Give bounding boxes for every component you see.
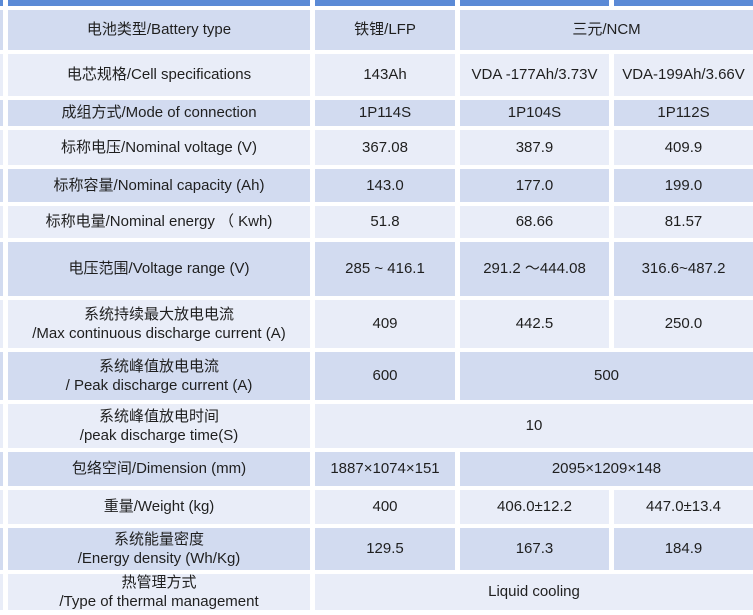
spec-value: 409 [315, 300, 455, 348]
spec-value: 81.57 [614, 206, 753, 238]
spec-value: 406.0±12.2 [460, 490, 609, 524]
spec-value: 1887×1074×151 [315, 452, 455, 486]
spec-label-peak-discharge-current: 系统峰值放电电流 / Peak discharge current (A) [8, 352, 310, 400]
spec-value: 51.8 [315, 206, 455, 238]
row-edge-sliver [0, 490, 3, 524]
row-edge-sliver [0, 404, 3, 448]
row-edge-sliver [0, 352, 3, 400]
row-edge-sliver [0, 206, 3, 238]
spec-value: 387.9 [460, 130, 609, 165]
spec-value: 600 [315, 352, 455, 400]
spec-value: 409.9 [614, 130, 753, 165]
spec-value: 500 [460, 352, 753, 400]
row-edge-sliver [0, 54, 3, 96]
row-edge-sliver [0, 574, 3, 610]
spec-value: 199.0 [614, 169, 753, 202]
spec-value: 184.9 [614, 528, 753, 570]
spec-label-mode-of-connection: 成组方式/Mode of connection [8, 100, 310, 126]
row-edge-sliver [0, 300, 3, 348]
row-edge-sliver [0, 169, 3, 202]
spec-label-nominal-capacity: 标称容量/Nominal capacity (Ah) [8, 169, 310, 202]
spec-value: VDA -177Ah/3.73V [460, 54, 609, 96]
row-edge-sliver [0, 242, 3, 296]
spec-value: Liquid cooling [315, 574, 753, 610]
spec-value: 316.6~487.2 [614, 242, 753, 296]
spec-value: 68.66 [460, 206, 609, 238]
spec-label-max-continuous-discharge-current: 系统持续最大放电电流 /Max continuous discharge cur… [8, 300, 310, 348]
top-bar-segment [315, 0, 455, 6]
spec-value: 167.3 [460, 528, 609, 570]
spec-label-nominal-energy: 标称电量/Nominal energy （ Kwh) [8, 206, 310, 238]
spec-value: 400 [315, 490, 455, 524]
top-bar-segment [460, 0, 609, 6]
spec-value: 1P112S [614, 100, 753, 126]
spec-value: 10 [315, 404, 753, 448]
spec-value: 447.0±13.4 [614, 490, 753, 524]
spec-value: 442.5 [460, 300, 609, 348]
top-bar-segment [0, 0, 3, 6]
spec-value: VDA-199Ah/3.66V [614, 54, 753, 96]
spec-label-nominal-voltage: 标称电压/Nominal voltage (V) [8, 130, 310, 165]
spec-value: 三元/NCM [460, 10, 753, 50]
spec-value: 129.5 [315, 528, 455, 570]
spec-value: 250.0 [614, 300, 753, 348]
spec-value: 177.0 [460, 169, 609, 202]
spec-label-voltage-range: 电压范围/Voltage range (V) [8, 242, 310, 296]
spec-value: 1P114S [315, 100, 455, 126]
spec-value: 291.2 ～444.08 [460, 242, 609, 296]
spec-value: 285 ~ 416.1 [315, 242, 455, 296]
spec-label-thermal-management: 热管理方式 /Type of thermal management [8, 574, 310, 610]
row-edge-sliver [0, 130, 3, 165]
spec-value: 143.0 [315, 169, 455, 202]
row-edge-sliver [0, 452, 3, 486]
row-edge-sliver [0, 100, 3, 126]
spec-value: 2095×1209×148 [460, 452, 753, 486]
top-bar-segment [614, 0, 753, 6]
spec-value: 367.08 [315, 130, 455, 165]
spec-label-cell-specifications: 电芯规格/Cell specifications [8, 54, 310, 96]
spec-label-peak-discharge-time: 系统峰值放电时间 /peak discharge time(S) [8, 404, 310, 448]
row-edge-sliver [0, 528, 3, 570]
spec-value: 铁锂/LFP [315, 10, 455, 50]
spec-label-battery-type: 电池类型/Battery type [8, 10, 310, 50]
spec-value: 1P104S [460, 100, 609, 126]
top-bar-segment [8, 0, 310, 6]
spec-value: 143Ah [315, 54, 455, 96]
spec-label-energy-density: 系统能量密度 /Energy density (Wh/Kg) [8, 528, 310, 570]
spec-label-dimension: 包络空间/Dimension (mm) [8, 452, 310, 486]
spec-label-weight: 重量/Weight (kg) [8, 490, 310, 524]
row-edge-sliver [0, 10, 3, 50]
